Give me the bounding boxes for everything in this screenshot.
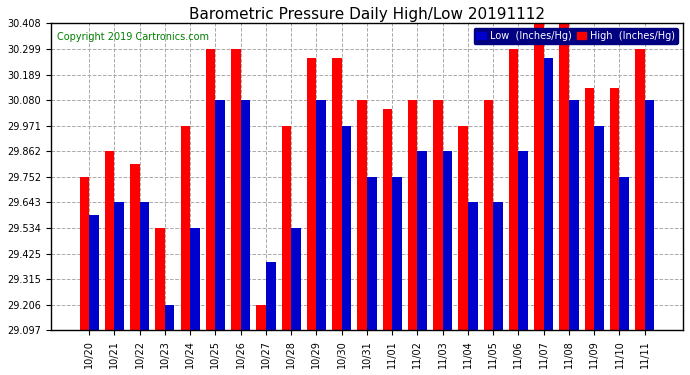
Legend: Low  (Inches/Hg), High  (Inches/Hg): Low (Inches/Hg), High (Inches/Hg) [473, 28, 678, 44]
Title: Barometric Pressure Daily High/Low 20191112: Barometric Pressure Daily High/Low 20191… [189, 7, 545, 22]
Bar [307, 57, 317, 330]
Bar [115, 202, 124, 330]
Bar [342, 126, 351, 330]
Bar [206, 49, 215, 330]
Bar [241, 100, 250, 330]
Bar [282, 126, 291, 330]
Bar [443, 151, 452, 330]
Bar [382, 109, 392, 330]
Bar [165, 305, 175, 330]
Bar [105, 151, 115, 330]
Bar [509, 49, 518, 330]
Bar [332, 57, 342, 330]
Bar [635, 49, 644, 330]
Bar [317, 100, 326, 330]
Bar [484, 100, 493, 330]
Bar [408, 100, 417, 330]
Bar [139, 202, 149, 330]
Bar [569, 100, 578, 330]
Bar [357, 100, 367, 330]
Bar [181, 126, 190, 330]
Bar [620, 177, 629, 330]
Bar [155, 228, 165, 330]
Text: Copyright 2019 Cartronics.com: Copyright 2019 Cartronics.com [57, 32, 209, 42]
Bar [534, 23, 544, 330]
Bar [594, 126, 604, 330]
Bar [458, 126, 468, 330]
Bar [79, 177, 89, 330]
Bar [518, 151, 528, 330]
Bar [468, 202, 477, 330]
Bar [544, 57, 553, 330]
Bar [266, 262, 275, 330]
Bar [291, 228, 301, 330]
Bar [560, 23, 569, 330]
Bar [644, 100, 654, 330]
Bar [367, 177, 377, 330]
Bar [417, 151, 427, 330]
Bar [256, 305, 266, 330]
Bar [493, 202, 503, 330]
Bar [392, 177, 402, 330]
Bar [584, 87, 594, 330]
Bar [190, 228, 199, 330]
Bar [231, 49, 241, 330]
Bar [130, 164, 139, 330]
Bar [433, 100, 443, 330]
Bar [610, 87, 620, 330]
Bar [215, 100, 225, 330]
Bar [89, 215, 99, 330]
